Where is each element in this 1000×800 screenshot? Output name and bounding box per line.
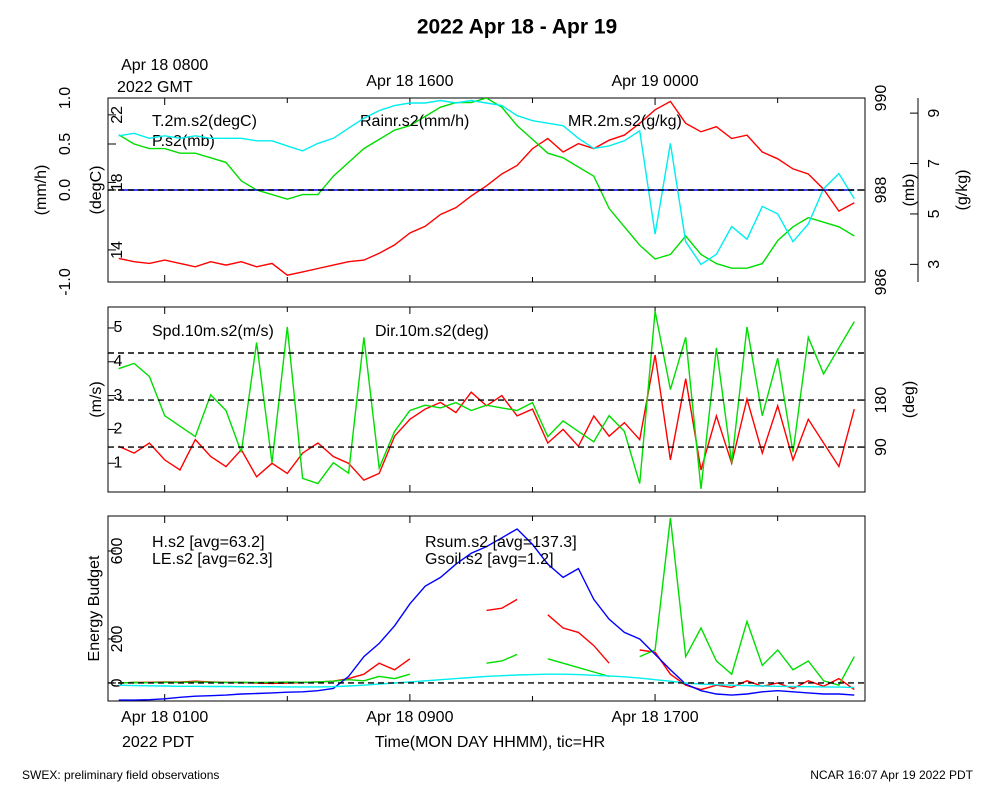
legend-label: LE.s2 [avg=62.3] (152, 551, 273, 568)
y-tick-label: 7 (926, 159, 943, 168)
y-tick-label: 200 (109, 626, 126, 653)
legend-label: P.s2(mb) (152, 133, 215, 150)
y-tick-label: 990 (873, 85, 890, 112)
x-tick-label: Apr 18 0900 (366, 709, 453, 726)
y-tick-label: 22 (109, 106, 126, 124)
y-tick-label: 5 (926, 209, 943, 218)
y-tick-label: 180 (873, 387, 890, 414)
panel-frame (107, 515, 866, 702)
y-tick-label: 0.0 (57, 179, 74, 201)
data-line (118, 98, 855, 269)
data-line (118, 673, 855, 689)
y-axis-title: (mb) (901, 174, 918, 207)
y-axis-title: (m/s) (88, 381, 105, 417)
x2-tick-label: Apr 18 1600 (366, 73, 453, 90)
y-tick-label: 1 (114, 454, 123, 471)
data-line (118, 100, 855, 276)
footer-left: SWEX: preliminary field observations (22, 768, 219, 782)
x-axis-title: Time(MON DAY HHMM), tic=HR (375, 734, 605, 751)
legend-label: Rsum.s2 [avg=137.3] (425, 534, 577, 551)
data-line (118, 528, 855, 701)
y-tick-label: -1.0 (57, 268, 74, 296)
legend-label: Spd.10m.s2(m/s) (152, 323, 274, 340)
y-tick-label: 600 (109, 538, 126, 565)
y-axis-title: (mm/h) (33, 165, 50, 216)
y-tick-label: 988 (873, 177, 890, 204)
x2-tick-label: Apr 19 0000 (611, 73, 698, 90)
chart-title: 2022 Apr 18 - Apr 19 (417, 16, 617, 39)
y-axis-title: (degC) (88, 166, 105, 215)
data-line (118, 311, 855, 489)
legend-label: H.s2 [avg=63.2] (152, 534, 265, 551)
y-axis-title: Energy Budget (86, 555, 103, 661)
data-line (118, 598, 855, 691)
x2-tick-label: Apr 18 0800 (121, 57, 208, 74)
y-axis-title: (g/kg) (954, 170, 971, 211)
y-tick-label: 0.5 (57, 133, 74, 155)
data-line (118, 517, 855, 687)
y-axis-title: (deg) (901, 381, 918, 418)
legend-label: T.2m.s2(degC) (152, 113, 257, 130)
x-unit-label: 2022 PDT (122, 734, 194, 751)
legend-label: Rainr.s2(mm/h) (360, 113, 469, 130)
footer-right: NCAR 16:07 Apr 19 2022 PDT (810, 768, 973, 782)
y-tick-label: 986 (873, 269, 890, 296)
y-tick-label: 1.0 (57, 87, 74, 109)
x2-unit-label: 2022 GMT (117, 79, 193, 96)
x-tick-label: Apr 18 0100 (121, 709, 208, 726)
y-tick-label: 4 (114, 353, 123, 370)
y-tick-label: 90 (873, 438, 890, 456)
y-tick-label: 3 (114, 387, 123, 404)
y-tick-label: 18 (109, 173, 126, 191)
data-line (118, 99, 855, 266)
legend-label: Gsoil.s2 [avg=1.2] (425, 551, 554, 568)
legend-label: Dir.10m.s2(deg) (375, 323, 489, 340)
legend-label: MR.2m.s2(g/kg) (568, 113, 682, 130)
y-tick-label: 14 (109, 241, 126, 259)
y-tick-label: 0 (109, 678, 126, 687)
y-tick-label: 5 (114, 319, 123, 336)
x-tick-label: Apr 18 1700 (611, 709, 698, 726)
y-tick-label: 9 (926, 109, 943, 118)
y-tick-label: 2 (114, 421, 123, 438)
y-tick-label: 3 (926, 260, 943, 269)
